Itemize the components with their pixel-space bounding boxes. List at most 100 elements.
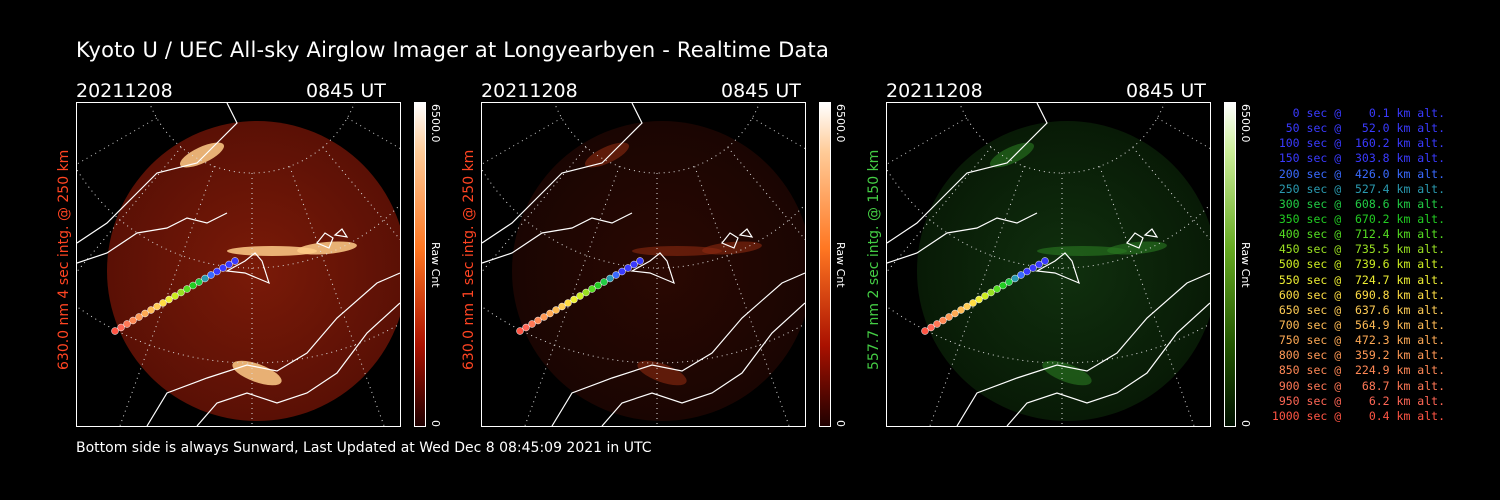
legend-row: 700 sec @ 564.9 km alt. (1271, 317, 1445, 332)
trajectory-point (111, 327, 119, 335)
legend-row: 850 sec @ 224.9 km alt. (1271, 363, 1445, 378)
panel3-ylabel: 557.7 nm 2 sec intg. @ 150 km (866, 149, 882, 370)
coastline (887, 103, 1048, 244)
panel2-cbar-unit: Raw Cnt (834, 242, 847, 288)
legend-row: 900 sec @ 68.7 km alt. (1271, 378, 1445, 393)
coastline (482, 103, 643, 244)
trajectory-point (969, 299, 977, 307)
trajectory-point (981, 292, 989, 300)
trajectory-point (153, 302, 161, 311)
legend-row: 500 sec @ 739.6 km alt. (1271, 257, 1445, 272)
aurora-patch (232, 360, 282, 386)
svalbard-coastline (225, 252, 270, 285)
svalbard-coastline (630, 252, 675, 285)
trajectory-point (618, 267, 626, 276)
panel1-colorbar (414, 102, 426, 427)
trajectory-point (636, 257, 644, 265)
coastline (601, 302, 805, 426)
panel2-image (481, 102, 806, 427)
panel3-date: 20211208 (886, 80, 983, 102)
footer-note: Bottom side is always Sunward, Last Upda… (76, 440, 652, 456)
aurora-patch (632, 246, 722, 256)
trajectory-point (1041, 257, 1049, 265)
panel3-cbar-max: 6500.0 (1239, 104, 1252, 143)
legend-row: 350 sec @ 670.2 km alt. (1271, 211, 1445, 226)
trajectory-point (534, 316, 542, 325)
trajectory-point (177, 288, 185, 297)
trajectory-point (933, 320, 941, 328)
trajectory-point (612, 271, 620, 279)
trajectory-point (123, 320, 131, 328)
allsky-image (107, 121, 400, 421)
trajectory-point (522, 323, 530, 332)
panel2-time: 0845 UT (721, 80, 801, 102)
trajectory-point (576, 292, 584, 300)
trajectory-point (624, 264, 632, 272)
longitude-line (289, 166, 385, 426)
trajectory-point (945, 313, 953, 321)
panel2-cbar-min: 0 (834, 420, 847, 427)
panel1-cbar-min: 0 (429, 420, 442, 427)
legend-row: 300 sec @ 608.6 km alt. (1271, 196, 1445, 211)
trajectory-point (987, 288, 995, 297)
aurora-patch (179, 142, 225, 168)
panel2-date: 20211208 (481, 80, 578, 102)
legend-row: 800 sec @ 359.2 km alt. (1271, 348, 1445, 363)
trajectory-point (921, 327, 929, 335)
trajectory-point (951, 309, 959, 318)
legend-row: 150 sec @ 303.8 km alt. (1271, 151, 1445, 166)
coastline (1006, 302, 1210, 426)
trajectory-point (195, 278, 203, 286)
trajectory-point (630, 260, 638, 269)
trajectory-point (1035, 260, 1043, 269)
trajectory-point (201, 274, 209, 283)
coastline (77, 212, 228, 264)
trajectory-point (570, 295, 578, 304)
island-coastline (1126, 228, 1159, 249)
trajectory-point (183, 285, 191, 293)
panel1-ylabel: 630.0 nm 4 sec intg. @ 250 km (56, 149, 72, 370)
legend-row: 0 sec @ 0.1 km alt. (1271, 106, 1445, 120)
legend-row: 450 sec @ 735.5 km alt. (1271, 242, 1445, 257)
aurora-patch (584, 142, 630, 168)
aurora-patch (227, 246, 317, 256)
trajectory-point (165, 295, 173, 304)
legend-row: 600 sec @ 690.8 km alt. (1271, 287, 1445, 302)
trajectory-point (1029, 264, 1037, 272)
trajectory-point (147, 306, 155, 314)
legend-row: 200 sec @ 426.0 km alt. (1271, 166, 1445, 181)
trajectory-point (528, 320, 536, 328)
trajectory-point (957, 306, 965, 314)
legend-row: 550 sec @ 724.7 km alt. (1271, 272, 1445, 287)
longitude-line (694, 166, 790, 426)
panel1-cbar-max: 6500.0 (429, 104, 442, 143)
trajectory-point (546, 309, 554, 318)
coastline (77, 103, 238, 244)
trajectory-point (213, 267, 221, 276)
allsky-image (512, 121, 805, 421)
trajectory-point (594, 281, 602, 290)
panel3-cbar-min: 0 (1239, 420, 1252, 427)
trajectory-point (141, 309, 149, 318)
trajectory-point (1011, 274, 1019, 283)
panel1-date: 20211208 (76, 80, 173, 102)
trajectory-point (582, 288, 590, 297)
trajectory-point (975, 295, 983, 304)
trajectory-point (516, 327, 524, 335)
trajectory-point (159, 299, 167, 307)
trajectory-point (588, 285, 596, 293)
coastline (956, 272, 1210, 426)
trajectory-point (963, 302, 971, 311)
panel2-ylabel: 630.0 nm 1 sec intg. @ 250 km (461, 149, 477, 370)
trajectory-legend: 0 sec @ 0.1 km alt. 50 sec @ 52.0 km alt… (1255, 106, 1445, 424)
trajectory-point (135, 313, 143, 321)
page-title: Kyoto U / UEC All-sky Airglow Imager at … (76, 38, 830, 62)
longitude-line (1099, 166, 1195, 426)
panel2-cbar-max: 6500.0 (834, 104, 847, 143)
coastline (551, 272, 805, 426)
trajectory-point (1017, 271, 1025, 279)
panel3-time: 0845 UT (1126, 80, 1206, 102)
trajectory-point (606, 274, 614, 283)
legend-row: 1000 sec @ 0.4 km alt. (1271, 408, 1445, 423)
panel3-colorbar (1224, 102, 1236, 427)
